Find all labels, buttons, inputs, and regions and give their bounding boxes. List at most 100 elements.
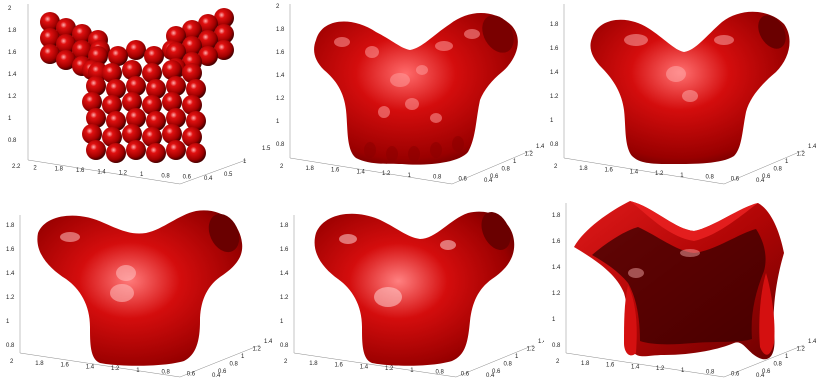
sphere <box>166 108 186 128</box>
z-tick-label: 1.8 <box>8 28 17 34</box>
sphere <box>40 12 60 32</box>
x-tick-label: 1.4 <box>631 364 640 370</box>
sphere <box>198 30 218 50</box>
sphere <box>146 143 166 163</box>
z-tick-label: 0.8 <box>550 142 559 148</box>
sphere <box>122 60 142 80</box>
sphere <box>86 108 106 128</box>
sphere <box>102 63 122 83</box>
sphere <box>142 95 162 115</box>
x-tick-label: 1 <box>681 368 685 374</box>
sphere <box>56 50 76 70</box>
z-tick-labels: 1.8 1.6 1.4 1.2 1 0.8 <box>550 22 559 148</box>
z-tick-label: 1.6 <box>552 239 561 245</box>
x-tick-label: 1 <box>410 368 414 374</box>
x-tick-label: 0.4 <box>756 178 765 184</box>
z-tick-label: 1 <box>552 317 556 323</box>
z-tick-label: 1 <box>8 116 12 122</box>
x-tick-label: 1.2 <box>111 366 120 372</box>
z-tick-label: 1.6 <box>8 50 17 56</box>
x-tick-label: 1.8 <box>306 166 315 172</box>
z-tick-label: 1.2 <box>6 295 15 301</box>
sphere <box>166 76 186 96</box>
sphere <box>102 127 122 147</box>
y-tick-labels: 0.60.81 1.21.4 <box>762 339 816 375</box>
panel-smooth-surface-1: 1.8 1.6 1.4 1.2 1 0.8 2 1.8 1.6 1.4 1.2 1 0.8 0.6 0.4… <box>544 0 816 192</box>
sphere <box>126 108 146 128</box>
x-tick-label: 1.6 <box>76 168 85 174</box>
sphere <box>106 143 126 163</box>
x-tick-label: 0.4 <box>204 176 213 182</box>
x-tick-label: 1.2 <box>656 366 665 372</box>
z-tick-label: 1 <box>276 119 280 125</box>
y-tick-label: 0.6 <box>492 369 501 375</box>
x-tick-label: 1.4 <box>357 169 366 175</box>
x-tick-label: 2 <box>10 359 14 365</box>
y-tick-label: 1.2 <box>797 152 806 158</box>
sphere <box>82 124 102 144</box>
x-tick-labels: 2 1.8 1.6 1.4 1.2 1 0.8 0.6 0.4 <box>556 359 765 379</box>
sphere <box>182 63 202 83</box>
axes <box>289 4 533 185</box>
x-tick-labels: 2 1.8 1.6 1.4 1.2 1 0.8 0.6 0.4 <box>284 359 495 379</box>
sphere <box>186 143 206 163</box>
y-tick-label: 1 <box>243 159 247 165</box>
sphere <box>126 40 146 60</box>
x-tick-label: 1 <box>408 173 412 179</box>
sphere <box>166 42 186 62</box>
sphere <box>182 127 202 147</box>
z-tick-label: 1 <box>6 319 10 325</box>
x-tick-label: 1 <box>136 368 140 374</box>
z-tick-label: 1.8 <box>552 213 561 219</box>
z-tick-label: 1.6 <box>6 247 15 253</box>
z-tick-label: 1.8 <box>550 22 559 28</box>
x-tick-label: 2 <box>556 359 560 365</box>
y-tick-label: 0.6 <box>490 174 499 180</box>
z-tick-label: 1.4 <box>276 73 285 79</box>
smooth-surface-shape <box>314 211 515 366</box>
bumpy-surface-shape <box>314 13 518 165</box>
z-tick-label: 1.2 <box>550 94 559 100</box>
x-tick-label: 1.4 <box>360 364 369 370</box>
sphere <box>126 76 146 96</box>
y-tick-label: 0.6 <box>762 369 771 375</box>
y-tick-label: 0.8 <box>502 167 511 173</box>
sphere <box>144 46 164 66</box>
smooth-surface-shape <box>37 210 243 366</box>
plot-smooth-surface-3: 1.81.61.41.210.8 2 1.8 1.6 1.4 1.2 1 0.8 0.6 0.4… <box>280 211 544 379</box>
x-tick-labels: 2.2 2 1.8 1.6 1.4 1.2 1 0.8 0.6 0.4 <box>12 164 213 182</box>
y-tick-label: 0.8 <box>504 362 513 368</box>
y-tick-label: 1 <box>513 159 517 165</box>
y-tick-label: 1.4 <box>536 144 544 150</box>
y-tick-label: 1.2 <box>253 347 262 353</box>
y-tick-label: 0.8 <box>774 362 783 368</box>
y-tick-labels: 0.60.81 1.21.4 <box>762 144 816 180</box>
z-tick-label: 1.2 <box>552 291 561 297</box>
sphere <box>186 111 206 131</box>
z-tick-label: 2 <box>276 4 280 10</box>
y-tick-label: 1.2 <box>797 347 806 353</box>
y-tick-label: 0.5 <box>224 172 233 178</box>
sphere <box>72 24 92 44</box>
y-tick-label: 0.8 <box>230 362 239 368</box>
y-tick-label: 0.6 <box>762 174 771 180</box>
x-tick-label: 0.6 <box>731 371 740 377</box>
z-tick-labels: 1.8 1.6 1.4 1.2 1 0.8 <box>552 213 561 349</box>
sphere <box>142 63 162 83</box>
x-tick-label: 0.4 <box>486 373 495 379</box>
x-tick-label: 0.6 <box>183 175 192 181</box>
plot-bumpy-surface: 21.81.61.41.210.8 2 1.8 1.6 1.4 1.2 1 0.8 0.6 0.… <box>276 4 544 185</box>
sphere <box>214 8 234 28</box>
x-tick-label: 1.8 <box>579 166 588 172</box>
x-tick-label: 0.6 <box>461 371 470 377</box>
z-tick-label: 1.4 <box>6 271 15 277</box>
x-tick-label: 2 <box>284 359 288 365</box>
x-tick-label: 1.8 <box>55 167 64 173</box>
z-tick-label: 0.8 <box>276 142 285 148</box>
x-tick-label: 1.2 <box>655 171 664 177</box>
sphere <box>102 95 122 115</box>
plot-smooth-surface-1: 1.81.61.41.210.8 2 1.8 1.6 1.4 1.2 1 0.8 0.6 0.4… <box>550 4 816 185</box>
x-tick-label: 0.8 <box>433 175 442 181</box>
x-tick-label: 1.4 <box>97 169 106 175</box>
z-tick-label: 1.4 <box>8 72 17 78</box>
